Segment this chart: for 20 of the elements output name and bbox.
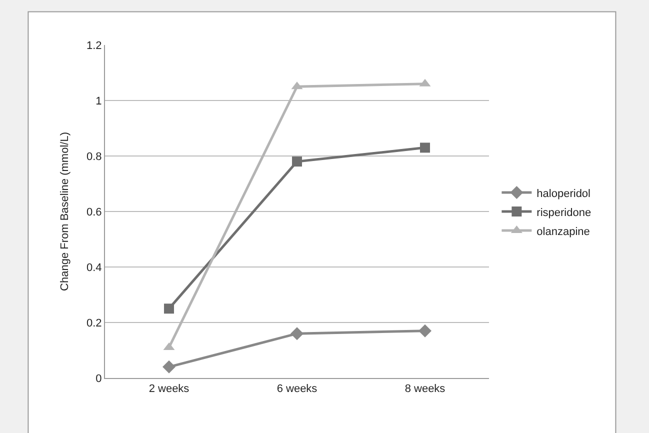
point: [290, 327, 304, 340]
x-tick-label: 2 weeks: [148, 383, 190, 396]
y-tick-label: 0.6: [86, 206, 102, 218]
y-tick-label: 1: [96, 95, 102, 108]
legend-label: risperidone: [536, 206, 592, 219]
x-tick-label: 6 weeks: [276, 383, 318, 396]
y-tick-label: 0: [96, 372, 102, 385]
y-tick-label: 1.2: [86, 40, 102, 52]
point: [164, 304, 174, 314]
point: [292, 156, 302, 167]
y-axis-title: Change From Baseline (mmol/L): [59, 132, 72, 291]
y-tick-label: 0.8: [86, 150, 102, 163]
legend-label: haloperidol: [536, 188, 591, 200]
y-tick-label: 0.4: [86, 262, 102, 274]
y-tick-label: 0.2: [86, 317, 102, 330]
point: [420, 142, 430, 153]
x-tick-label: 8 weeks: [404, 383, 446, 396]
point: [418, 324, 432, 338]
legend-label: olanzapine: [536, 226, 590, 238]
point: [162, 360, 176, 374]
